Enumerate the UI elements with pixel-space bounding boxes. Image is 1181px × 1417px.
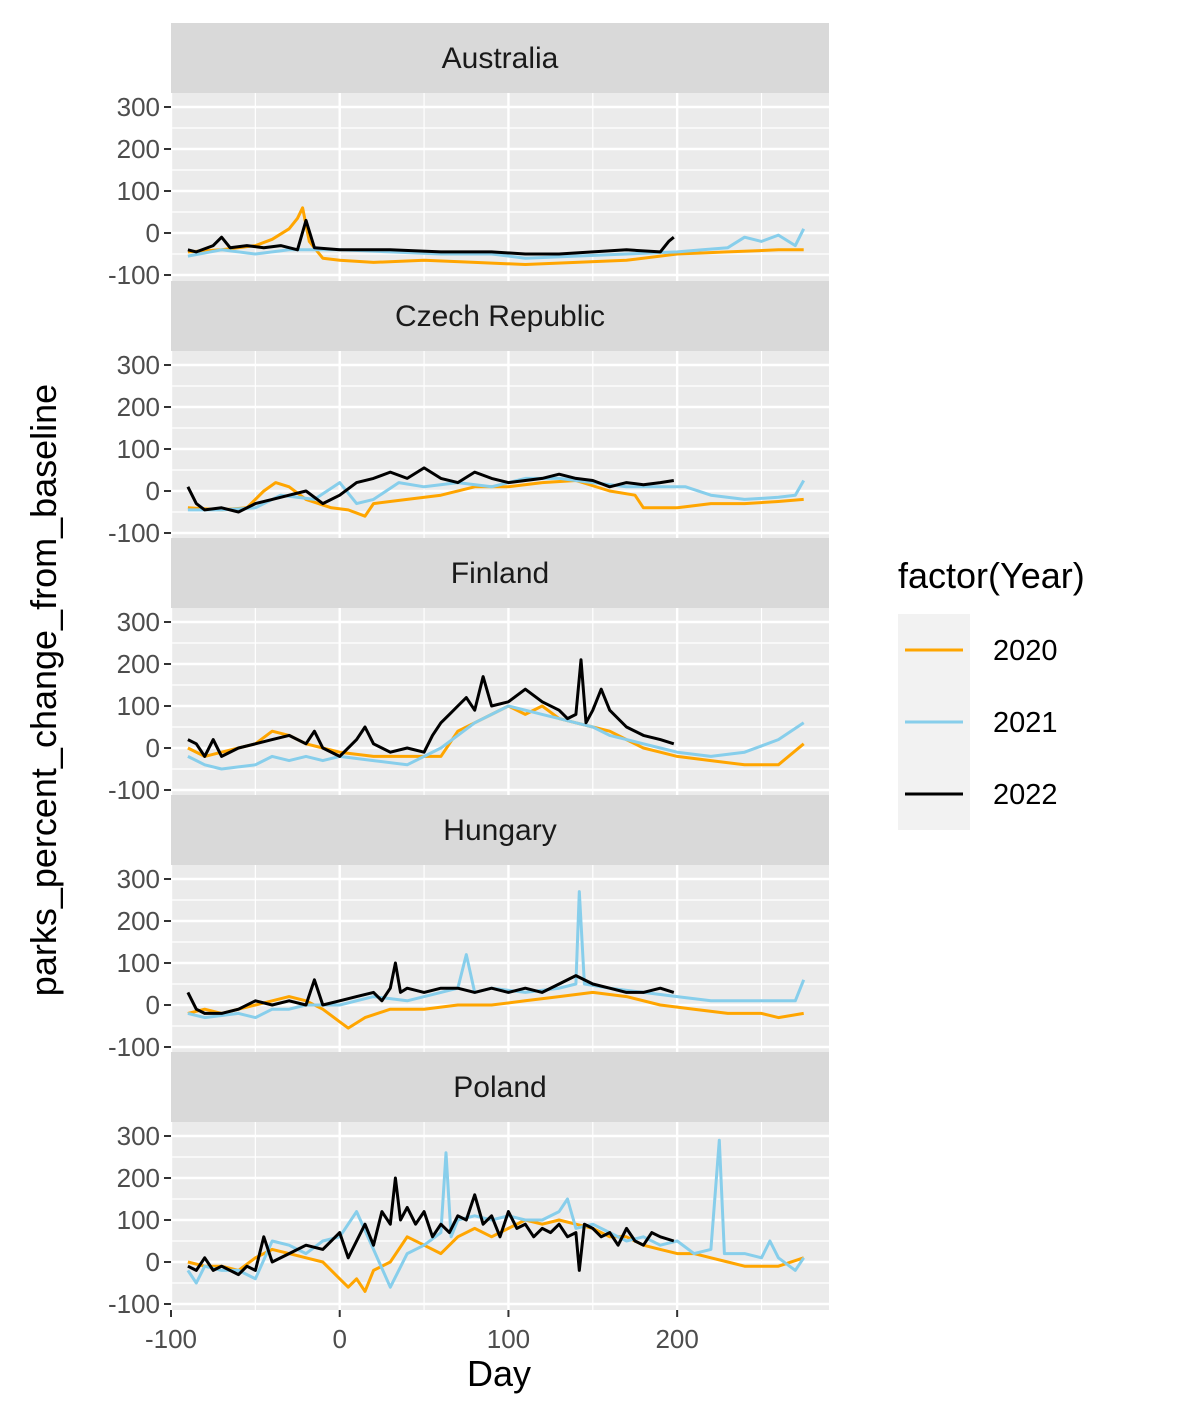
y-tick-label: 200 xyxy=(117,649,160,679)
legend-label: 2021 xyxy=(993,707,1058,739)
series-line-2020 xyxy=(187,479,804,518)
legend: factor(Year) 2020 2021 2022 xyxy=(898,555,1085,830)
y-tick-label: 0 xyxy=(146,476,160,506)
facet-strip-label: Poland xyxy=(453,1071,546,1104)
facet-strip xyxy=(171,538,829,608)
legend-item: 2022 xyxy=(905,779,1058,811)
facet-panel: Czech Republic -100 0 100 200 300 xyxy=(108,281,829,548)
facet-strip-label: Australia xyxy=(442,42,559,75)
legend-item: 2021 xyxy=(905,707,1058,739)
series-line-2022 xyxy=(187,658,675,758)
x-tick-label: 0 xyxy=(332,1324,346,1354)
y-tick-label: 200 xyxy=(117,906,160,936)
facet-strip xyxy=(171,23,829,93)
y-tick-label: 100 xyxy=(117,691,160,721)
y-tick-label: -100 xyxy=(108,518,160,548)
y-tick-label: 100 xyxy=(117,176,160,206)
y-tick-label: 0 xyxy=(146,990,160,1020)
y-axis-title: parks_percent_change_from_baseline xyxy=(23,384,64,996)
y-tick-label: 200 xyxy=(117,392,160,422)
y-tick-label: 0 xyxy=(146,733,160,763)
plot-background xyxy=(171,1122,829,1310)
x-tick-label: 200 xyxy=(655,1324,698,1354)
series-line-2021 xyxy=(187,476,806,512)
y-tick-label: -100 xyxy=(108,260,160,290)
y-tick-label: 100 xyxy=(117,434,160,464)
y-tick-label: 300 xyxy=(117,350,160,380)
legend-label: 2022 xyxy=(993,779,1058,811)
facet-strip-label: Finland xyxy=(451,557,549,590)
y-tick-label: 200 xyxy=(117,1163,160,1193)
plot-background xyxy=(171,865,829,1053)
y-tick-label: 300 xyxy=(117,864,160,894)
facet-panel: Finland -100 0 100 200 300 xyxy=(108,538,829,805)
series-line-2021 xyxy=(187,228,806,260)
facet-strip xyxy=(171,1052,829,1122)
series-line-2020 xyxy=(187,990,804,1030)
x-axis-title: Day xyxy=(467,1353,531,1394)
series-line-2022 xyxy=(187,1176,675,1277)
x-tick-label: -100 xyxy=(145,1324,197,1354)
y-tick-label: -100 xyxy=(108,1032,160,1062)
y-tick-label: 0 xyxy=(146,1247,160,1277)
facet-panels: Australia -100 0 100 200 300 Czech Republic -10… xyxy=(108,23,829,1354)
y-tick-label: -100 xyxy=(108,775,160,805)
facet-panel: Hungary -100 0 100 200 300 xyxy=(108,795,829,1062)
series-line-2021 xyxy=(186,1138,805,1289)
y-tick-label: 0 xyxy=(146,218,160,248)
legend-item: 2020 xyxy=(905,635,1058,667)
series-line-2022 xyxy=(187,218,675,256)
facet-strip-label: Hungary xyxy=(443,814,556,847)
y-tick-label: 300 xyxy=(117,92,160,122)
facet-strip xyxy=(171,795,829,865)
x-tick-label: 100 xyxy=(487,1324,530,1354)
plot-background xyxy=(171,351,829,539)
series-line-2022 xyxy=(186,961,675,1015)
series-line-2020 xyxy=(187,1218,805,1293)
y-tick-label: -100 xyxy=(108,1289,160,1319)
y-tick-label: 300 xyxy=(117,1121,160,1151)
series-line-2022 xyxy=(186,466,675,514)
y-tick-label: 200 xyxy=(117,134,160,164)
facet-strip xyxy=(171,281,829,351)
plot-background xyxy=(171,608,829,796)
y-tick-label: 100 xyxy=(117,948,160,978)
y-tick-label: 100 xyxy=(117,1205,160,1235)
series-line-2021 xyxy=(187,704,805,771)
facet-panel: Poland -100 0 100 200 300 -100 0 100 200 xyxy=(108,1052,829,1354)
y-tick-label: 300 xyxy=(117,607,160,637)
facet-panel: Australia -100 0 100 200 300 xyxy=(108,23,829,290)
facet-strip-label: Czech Republic xyxy=(395,300,605,333)
series-line-2020 xyxy=(187,206,804,266)
legend-title: factor(Year) xyxy=(898,555,1085,596)
legend-label: 2020 xyxy=(993,635,1058,667)
